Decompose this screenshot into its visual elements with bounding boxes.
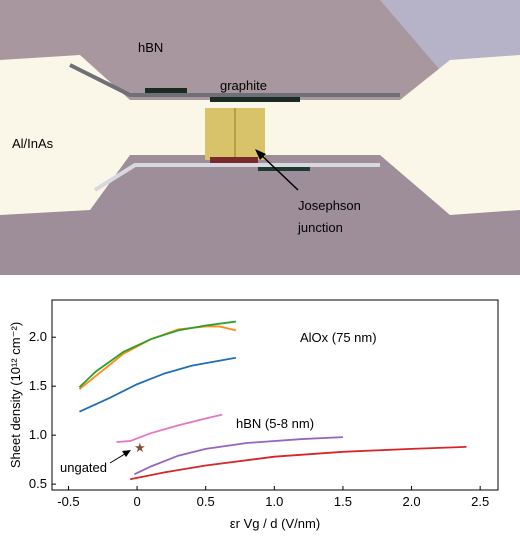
data-point: ★ bbox=[134, 440, 146, 455]
x-tick-label: 1.0 bbox=[265, 494, 283, 509]
image-label: Al/InAs bbox=[12, 136, 54, 151]
x-tick-label: 2.0 bbox=[403, 494, 421, 509]
annotation-arrow-head bbox=[122, 450, 131, 457]
x-axis-label: εr Vg / d (V/nm) bbox=[230, 516, 320, 531]
y-tick-label: 0.5 bbox=[29, 476, 47, 491]
series-line bbox=[78, 325, 237, 390]
y-tick-label: 2.0 bbox=[29, 329, 47, 344]
series-line bbox=[79, 356, 237, 413]
image-label: graphite bbox=[220, 78, 267, 93]
series-line bbox=[78, 320, 237, 388]
series-line bbox=[130, 446, 467, 481]
plot-frame bbox=[51, 299, 499, 491]
series-line bbox=[133, 436, 343, 476]
image-label: hBN bbox=[138, 40, 163, 55]
annotation: AlOx (75 nm) bbox=[300, 330, 377, 345]
image-label: junction bbox=[297, 220, 343, 235]
x-tick-label: 2.5 bbox=[471, 494, 489, 509]
y-tick-label: 1.5 bbox=[29, 378, 47, 393]
x-tick-label: 0 bbox=[133, 494, 140, 509]
annotation: ungated bbox=[60, 460, 107, 475]
x-tick-label: 1.5 bbox=[334, 494, 352, 509]
annotation: hBN (5-8 nm) bbox=[236, 416, 314, 431]
y-axis-label: Sheet density (10¹² cm⁻²) bbox=[8, 322, 23, 468]
image-label: Josephson bbox=[298, 198, 361, 213]
series-line bbox=[116, 413, 223, 443]
chart: -0.5 0 0.5 1.0 1.5 2.0 2.5 0.5 1.0 1.5 2.0 εr Vg / … bbox=[8, 299, 499, 531]
micrograph: hBN graphite Al/InAs Josephson junction bbox=[0, 0, 520, 275]
y-tick-label: 1.0 bbox=[29, 427, 47, 442]
x-tick-label: -0.5 bbox=[57, 494, 79, 509]
x-tick-label: 0.5 bbox=[197, 494, 215, 509]
